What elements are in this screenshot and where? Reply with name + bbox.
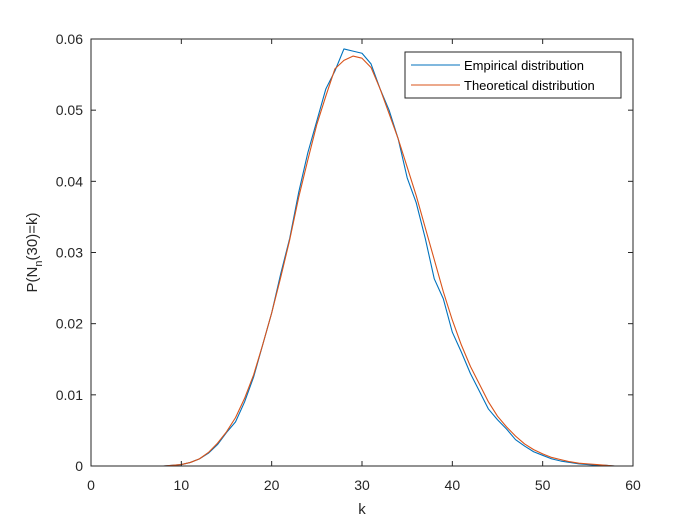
legend-label-empirical: Empirical distribution <box>464 58 584 73</box>
y-axis-label-prefix: P(N <box>24 267 41 293</box>
x-tick-label: 60 <box>625 477 641 493</box>
x-tick-label: 20 <box>264 477 280 493</box>
x-tick-label: 10 <box>174 477 190 493</box>
x-tick-label: 0 <box>87 477 95 493</box>
y-tick-label: 0 <box>75 458 83 474</box>
y-axis-label: P(Nn(30)=k) <box>24 213 45 293</box>
y-axis-label-suffix: (30)=k) <box>24 213 41 261</box>
y-tick-label: 0.06 <box>56 31 83 47</box>
legend-box <box>404 51 622 99</box>
x-tick-label: 40 <box>445 477 461 493</box>
y-tick-label: 0.05 <box>56 102 83 118</box>
x-tick-label: 50 <box>535 477 551 493</box>
y-tick-label: 0.03 <box>56 245 83 261</box>
ticks-layer: 0 10 20 30 40 50 60 0 0.01 0.02 0.03 0.04 0.05 0.06 <box>56 31 641 493</box>
y-tick-label: 0.02 <box>56 316 83 332</box>
y-axis-label-subscript: n <box>33 260 45 266</box>
plot-area <box>91 39 633 466</box>
y-tick-label: 0.04 <box>56 173 83 189</box>
x-tick-label: 30 <box>354 477 370 493</box>
legend: Empirical distribution Theoretical distr… <box>404 51 622 99</box>
legend-label-theoretical: Theoretical distribution <box>464 78 595 93</box>
y-tick-label: 0.01 <box>56 387 83 403</box>
x-axis-label: k <box>358 501 366 518</box>
